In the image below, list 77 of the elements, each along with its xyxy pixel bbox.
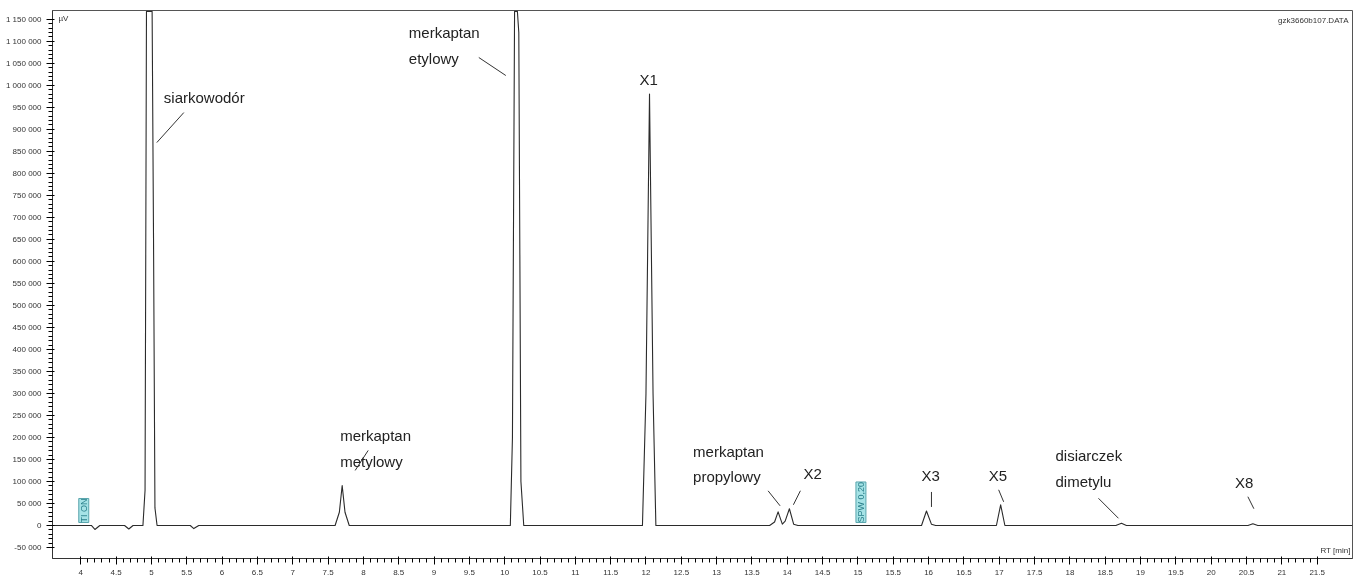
annotation: merkaptan etylowy xyxy=(408,24,480,67)
x-tick-label: 10 xyxy=(500,567,510,577)
x-tick-label: 10.5 xyxy=(532,567,549,577)
x-tick-label: 12.5 xyxy=(673,567,690,577)
x-tick-label: 5 xyxy=(149,567,155,577)
y-tick-label: 1 100 000 xyxy=(5,36,43,46)
x-tick-label: 17 xyxy=(994,567,1005,577)
y-tick-label: 900 000 xyxy=(12,124,43,134)
x-tick-label: 21.5 xyxy=(1309,567,1326,577)
y-tick-label: 200 000 xyxy=(12,432,43,442)
y-tick-label: 950 000 xyxy=(12,102,43,112)
line-series xyxy=(52,10,1353,530)
annotation: X1 xyxy=(639,70,658,88)
x-tick-label: 18.5 xyxy=(1097,567,1114,577)
annotation: X8 xyxy=(1234,474,1254,492)
annotation: gzk3660b107.DATA xyxy=(1278,15,1350,25)
y-tick-label: -50 000 xyxy=(14,543,43,552)
x-tick-label: 9.5 xyxy=(463,567,476,577)
y-tick-label: 450 000 xyxy=(12,322,43,332)
y-axis-title: µV xyxy=(58,13,70,23)
y-tick-label: 350 000 xyxy=(12,366,43,376)
x-tick-label: 13 xyxy=(712,567,722,577)
x-tick-label: 16.5 xyxy=(956,567,973,577)
x-tick-label: 14.5 xyxy=(814,567,831,577)
annotation: X5 xyxy=(988,467,1008,485)
x-tick-label: 21 xyxy=(1277,567,1287,577)
x-tick-label: 13.5 xyxy=(744,567,761,577)
y-tick-label: 700 000 xyxy=(12,212,43,222)
y-tick-label: 600 000 xyxy=(12,256,43,266)
x-tick-label: 8 xyxy=(361,567,367,577)
y-tick-label: 0 xyxy=(37,520,43,530)
annotation: TI ON xyxy=(78,498,89,523)
y-tick-label: 500 000 xyxy=(12,300,43,310)
x-tick-label: 11 xyxy=(571,567,581,577)
x-tick-label: 15.5 xyxy=(885,567,902,577)
y-tick-label: 1 000 000 xyxy=(5,80,43,90)
annotation: X3 xyxy=(921,467,940,485)
x-tick-label: 18 xyxy=(1065,567,1075,577)
x-tick-label: 9 xyxy=(431,567,437,577)
y-tick-label: 800 000 xyxy=(12,168,43,178)
annotation: merkaptan propylowy xyxy=(693,442,764,486)
x-tick-label: 17.5 xyxy=(1026,567,1043,577)
x-tick-label: 20 xyxy=(1206,567,1217,577)
y-tick-label: 650 000 xyxy=(12,234,43,244)
annotation: disiarczek dimetylu xyxy=(1055,447,1123,490)
y-tick-label: 300 000 xyxy=(12,388,43,398)
y-tick-label: 550 000 xyxy=(12,278,43,288)
x-tick-label: 20.5 xyxy=(1238,567,1255,577)
x-tick-label: 7 xyxy=(290,567,296,577)
x-tick-label: 8.5 xyxy=(393,567,405,577)
x-tick-label: 7.5 xyxy=(322,567,335,577)
annotation: SPW 0,20 xyxy=(855,481,866,523)
annotation: merkaptan metylowy xyxy=(340,427,412,470)
y-tick-label: 100 000 xyxy=(12,476,43,486)
x-tick-label: 4.5 xyxy=(110,567,123,577)
x-tick-label: 16 xyxy=(924,567,934,577)
annotation: X2 xyxy=(803,465,822,483)
x-tick-label: 11.5 xyxy=(603,567,619,577)
x-tick-label: 4 xyxy=(78,567,84,577)
x-tick-label: 15 xyxy=(853,567,863,577)
x-tick-label: 19.5 xyxy=(1168,567,1185,577)
y-tick-label: 400 000 xyxy=(12,344,43,354)
x-tick-label: 12 xyxy=(641,567,651,577)
y-tick-label: 750 000 xyxy=(12,190,43,200)
x-tick-label: 5.5 xyxy=(181,567,193,577)
x-tick-label: 6 xyxy=(219,567,225,577)
y-tick-label: 250 000 xyxy=(12,410,43,420)
y-tick-label: 850 000 xyxy=(12,146,43,156)
x-axis-title: RT [min] xyxy=(1320,545,1351,555)
x-tick-label: 6.5 xyxy=(251,567,264,577)
y-tick-label: 1 050 000 xyxy=(5,58,43,68)
x-tick-label: 19 xyxy=(1136,567,1146,577)
x-tick-label: 14 xyxy=(782,567,793,577)
y-tick-label: 1 150 000 xyxy=(5,14,43,24)
y-tick-label: 50 000 xyxy=(17,498,43,508)
y-tick-label: 150 000 xyxy=(12,454,43,464)
annotation: siarkowodór xyxy=(163,89,245,107)
